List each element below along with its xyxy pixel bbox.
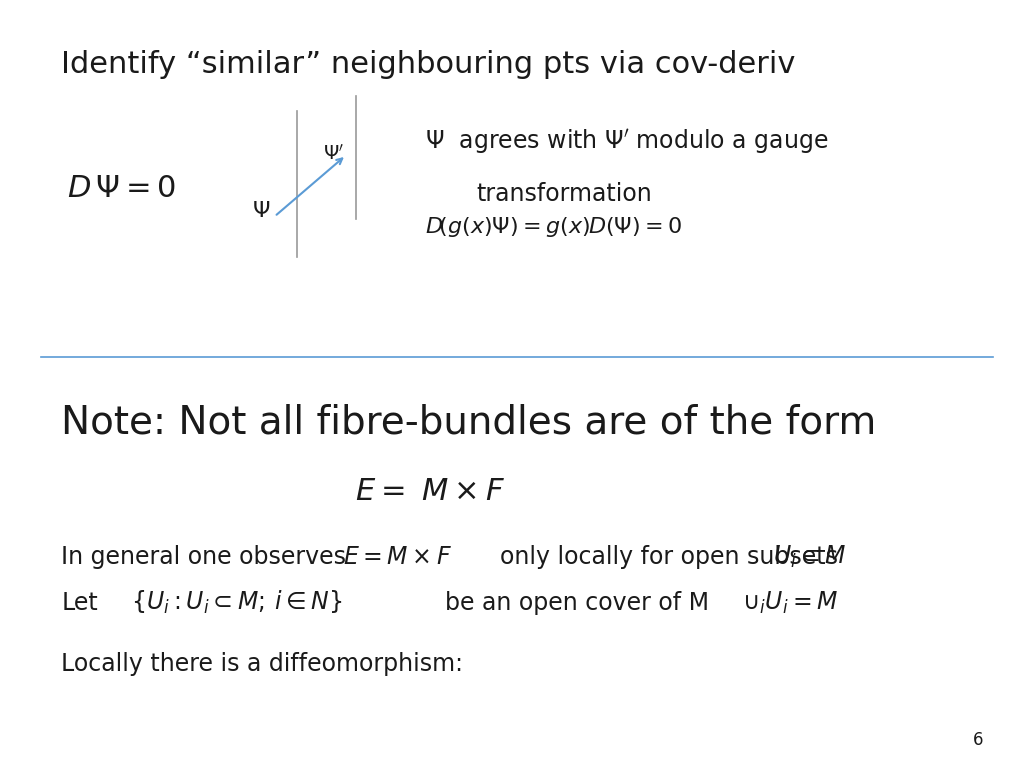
Text: be an open cover of M: be an open cover of M — [445, 591, 710, 615]
Text: Note: Not all fibre-bundles are of the form: Note: Not all fibre-bundles are of the f… — [61, 403, 877, 441]
Text: $D\,\Psi = 0$: $D\,\Psi = 0$ — [67, 174, 176, 203]
Text: transformation: transformation — [476, 182, 652, 207]
Text: In general one observes: In general one observes — [61, 545, 346, 569]
Text: $\Psi'$: $\Psi'$ — [323, 144, 344, 164]
Text: 6: 6 — [973, 731, 983, 749]
Text: $\Psi$  agrees with $\Psi^{\prime}$ modulo a gauge: $\Psi$ agrees with $\Psi^{\prime}$ modul… — [425, 127, 828, 157]
Text: $E =\ M \times F$: $E =\ M \times F$ — [355, 477, 505, 506]
Text: only locally for open subsets: only locally for open subsets — [500, 545, 838, 569]
Text: $\Psi$: $\Psi$ — [252, 201, 270, 221]
Text: $\{U_i : U_i \subset M;\, i \in N\}$: $\{U_i : U_i \subset M;\, i \in N\}$ — [131, 589, 342, 617]
Text: $E = M \times F$: $E = M \times F$ — [343, 545, 453, 569]
Text: Locally there is a diffeomorphism:: Locally there is a diffeomorphism: — [61, 652, 464, 677]
Text: $U_i \subset M$: $U_i \subset M$ — [773, 544, 847, 570]
Text: $D\!\left(g(x)\Psi\right) = g(x)D\left(\Psi\right) = 0$: $D\!\left(g(x)\Psi\right) = g(x)D\left(\… — [425, 214, 682, 239]
Text: $\cup_i U_i = M$: $\cup_i U_i = M$ — [742, 590, 839, 616]
Text: Let: Let — [61, 591, 98, 615]
Text: Identify “similar” neighbouring pts via cov-deriv: Identify “similar” neighbouring pts via … — [61, 50, 796, 79]
